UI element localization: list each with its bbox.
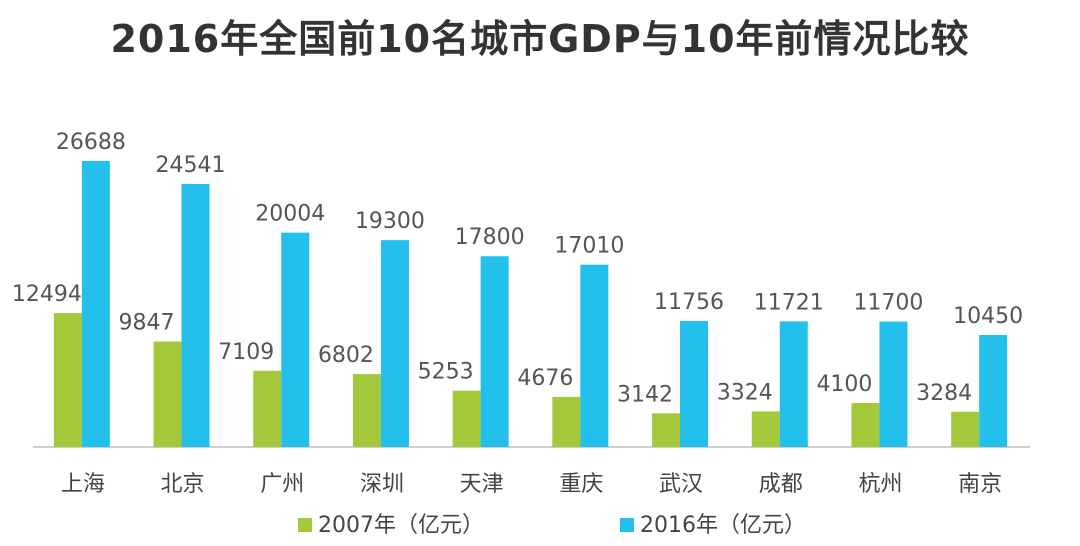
- data-label-2007-9: 3284: [916, 381, 972, 406]
- data-label-2016-7: 11721: [754, 290, 824, 315]
- data-label-2007-1: 9847: [119, 310, 175, 335]
- legend-swatch-1: [620, 518, 634, 532]
- bar-2016-4: [480, 256, 509, 447]
- bar-2016-1: [181, 184, 210, 447]
- data-label-2016-6: 11756: [654, 290, 724, 315]
- bar-2007-9: [951, 411, 980, 447]
- data-label-2016-2: 20004: [255, 202, 325, 227]
- bar-2007-3: [352, 374, 381, 447]
- legend-label-0: 2007年（亿元）: [318, 513, 484, 538]
- bar-2016-5: [580, 264, 609, 447]
- data-label-2007-8: 4100: [816, 372, 872, 397]
- category-label-7: 成都: [759, 472, 803, 497]
- legend-swatch-0: [298, 518, 312, 532]
- bar-2016-0: [81, 161, 110, 447]
- data-label-2007-7: 3324: [717, 380, 773, 405]
- data-label-2016-8: 11700: [853, 291, 923, 316]
- category-label-2: 广州: [260, 472, 304, 497]
- bar-2007-5: [552, 396, 581, 447]
- bar-2007-4: [452, 390, 481, 447]
- data-label-2016-5: 17010: [554, 234, 624, 259]
- data-label-2007-0: 12494: [12, 282, 82, 307]
- category-label-5: 重庆: [559, 472, 603, 497]
- data-label-2016-9: 10450: [953, 304, 1023, 329]
- category-label-0: 上海: [61, 472, 105, 497]
- category-label-1: 北京: [161, 472, 205, 497]
- bar-2007-6: [652, 413, 681, 447]
- bar-2016-8: [879, 321, 908, 447]
- bar-2016-7: [779, 321, 808, 447]
- bar-2007-7: [751, 411, 780, 447]
- data-label-2007-4: 5253: [418, 360, 474, 385]
- bar-2007-1: [153, 341, 182, 447]
- bar-2007-8: [851, 403, 880, 447]
- data-label-2007-5: 4676: [517, 366, 573, 391]
- category-label-8: 杭州: [858, 472, 902, 497]
- data-label-2007-3: 6802: [318, 343, 374, 368]
- bar-2016-3: [380, 240, 409, 447]
- legend-label-1: 2016年（亿元）: [640, 513, 806, 538]
- data-label-2016-3: 19300: [355, 209, 425, 234]
- bar-2007-2: [253, 370, 282, 447]
- category-label-9: 南京: [958, 472, 1002, 497]
- category-label-6: 武汉: [659, 472, 703, 497]
- category-label-3: 深圳: [360, 472, 404, 497]
- data-label-2016-1: 24541: [156, 153, 226, 178]
- bar-2016-2: [281, 232, 310, 447]
- bar-2007-0: [53, 313, 82, 447]
- category-label-4: 天津: [460, 472, 504, 497]
- chart-title: 2016年全国前10名城市GDP与10年前情况比较: [110, 17, 970, 61]
- data-label-2007-2: 7109: [218, 340, 274, 365]
- data-label-2007-6: 3142: [617, 382, 673, 407]
- data-label-2016-0: 26688: [56, 130, 126, 155]
- bar-2016-6: [680, 321, 709, 447]
- data-label-2016-4: 17800: [455, 225, 525, 250]
- bar-2016-9: [979, 335, 1008, 447]
